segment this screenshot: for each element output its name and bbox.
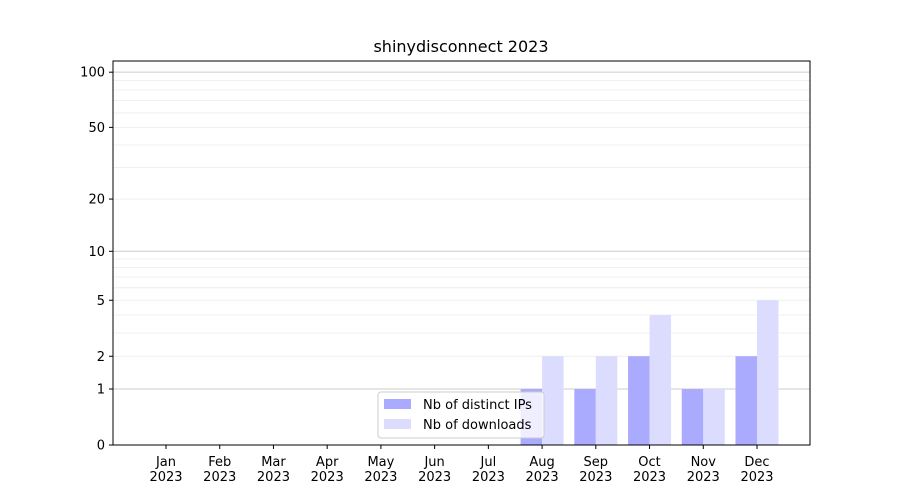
legend-swatch	[384, 419, 411, 429]
x-tick-label: 2023	[633, 470, 666, 485]
x-tick-label: 2023	[203, 470, 236, 485]
x-tick-label: Aug	[529, 455, 554, 470]
x-tick-label: 2023	[687, 470, 720, 485]
x-tick-label: 2023	[740, 470, 773, 485]
x-tick-label: Nov	[691, 455, 717, 470]
bar-nb-of-distinct-ips	[681, 389, 704, 445]
y-tick-label: 20	[88, 193, 105, 208]
y-tick-label: 5	[97, 294, 105, 309]
x-tick-label: 2023	[149, 470, 182, 485]
x-tick-label: 2023	[418, 470, 451, 485]
y-tick-label: 10	[88, 245, 105, 260]
legend-label: Nb of distinct IPs	[423, 398, 532, 413]
bar-nb-of-distinct-ips	[628, 356, 650, 445]
x-tick-label: Sep	[584, 455, 609, 470]
bar-nb-of-distinct-ips	[735, 356, 757, 445]
chart-title: shinydisconnect 2023	[373, 37, 548, 56]
x-tick-label: Mar	[261, 455, 286, 470]
legend-swatch	[384, 399, 411, 409]
x-tick-label: 2023	[472, 470, 505, 485]
x-tick-label: 2023	[311, 470, 344, 485]
legend-label: Nb of downloads	[423, 418, 532, 433]
x-tick-label: Apr	[316, 455, 339, 470]
x-tick-label: Jul	[480, 455, 497, 470]
bar-nb-of-downloads	[649, 314, 672, 445]
x-tick-label: 2023	[526, 470, 559, 485]
x-tick-label: Dec	[744, 455, 769, 470]
y-tick-label: 50	[88, 121, 105, 136]
bar-nb-of-downloads	[757, 300, 779, 445]
x-tick-label: 2023	[257, 470, 290, 485]
y-tick-label: 2	[97, 350, 105, 365]
x-tick-label: 2023	[364, 470, 397, 485]
x-tick-label: 2023	[579, 470, 612, 485]
y-tick-label: 100	[80, 66, 105, 81]
x-tick-label: Oct	[638, 455, 660, 470]
legend-box	[377, 391, 545, 439]
bar-nb-of-distinct-ips	[574, 389, 596, 445]
plot-frame	[112, 60, 811, 446]
bar-nb-of-downloads	[595, 356, 618, 445]
x-tick-label: Jun	[423, 455, 444, 470]
legend: Nb of distinct IPs Nb of downloads	[377, 391, 545, 439]
bar-nb-of-downloads	[542, 356, 564, 445]
y-tick-label: 1	[97, 383, 105, 398]
y-tick-label: 0	[97, 439, 105, 454]
bar-nb-of-downloads	[703, 389, 725, 445]
x-tick-label: May	[367, 455, 394, 470]
x-tick-label: Feb	[208, 455, 231, 470]
x-tick-label: Jan	[155, 455, 176, 470]
